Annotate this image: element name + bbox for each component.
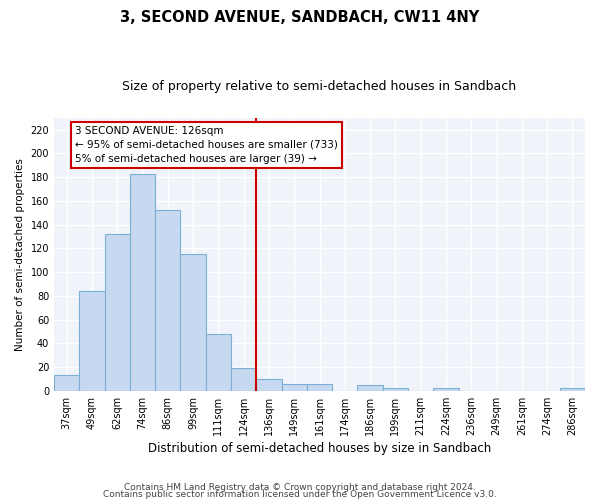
Y-axis label: Number of semi-detached properties: Number of semi-detached properties xyxy=(15,158,25,350)
Bar xyxy=(155,210,181,391)
X-axis label: Distribution of semi-detached houses by size in Sandbach: Distribution of semi-detached houses by … xyxy=(148,442,491,455)
Bar xyxy=(383,388,408,391)
Bar xyxy=(181,254,206,391)
Bar xyxy=(560,388,585,391)
Bar xyxy=(358,385,383,391)
Bar xyxy=(54,376,79,391)
Text: 3, SECOND AVENUE, SANDBACH, CW11 4NY: 3, SECOND AVENUE, SANDBACH, CW11 4NY xyxy=(121,10,479,25)
Bar xyxy=(130,174,155,391)
Bar xyxy=(231,368,256,391)
Bar xyxy=(206,334,231,391)
Bar xyxy=(307,384,332,391)
Bar xyxy=(79,291,104,391)
Bar xyxy=(433,388,458,391)
Title: Size of property relative to semi-detached houses in Sandbach: Size of property relative to semi-detach… xyxy=(122,80,517,93)
Bar xyxy=(281,384,307,391)
Bar xyxy=(104,234,130,391)
Text: 3 SECOND AVENUE: 126sqm
← 95% of semi-detached houses are smaller (733)
5% of se: 3 SECOND AVENUE: 126sqm ← 95% of semi-de… xyxy=(75,126,338,164)
Text: Contains public sector information licensed under the Open Government Licence v3: Contains public sector information licen… xyxy=(103,490,497,499)
Bar xyxy=(256,379,281,391)
Text: Contains HM Land Registry data © Crown copyright and database right 2024.: Contains HM Land Registry data © Crown c… xyxy=(124,484,476,492)
